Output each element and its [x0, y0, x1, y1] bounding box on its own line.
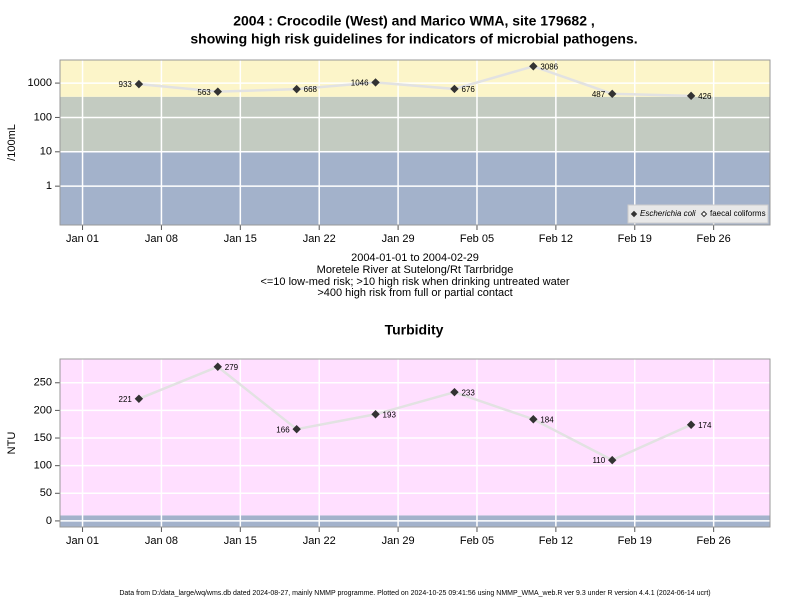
x-tick-label: Jan 22 [303, 535, 336, 547]
data-label: 193 [383, 410, 397, 419]
chart-title: Turbidity [385, 322, 444, 338]
y-tick-label: 250 [34, 377, 52, 389]
x-tick-label: Feb 12 [539, 535, 573, 547]
x-tick-label: Jan 15 [224, 233, 257, 245]
data-point [371, 410, 380, 419]
x-tick-label: Jan 29 [382, 233, 415, 245]
data-point [529, 62, 538, 71]
data-point [608, 455, 617, 465]
y-tick-label: 200 [34, 404, 52, 416]
data-point [213, 362, 222, 371]
note: >400 high risk from full or partial cont… [317, 287, 512, 299]
footer: Data from D:/data_large/wq/wms.db dated … [119, 590, 710, 597]
data-point [686, 420, 696, 429]
x-tick-label: Jan 08 [145, 233, 178, 245]
x-tick-label: Feb 26 [697, 233, 731, 245]
data-label: 676 [461, 85, 475, 94]
data-label: 110 [592, 456, 605, 465]
data-label: 221 [119, 395, 133, 404]
y-tick-label: 100 [34, 111, 52, 123]
data-label: 563 [197, 88, 211, 97]
y-tick-label: 0 [46, 515, 52, 527]
note: 2004-01-01 to 2004-02-29 [351, 252, 479, 264]
data-label: 233 [461, 388, 475, 397]
risk-band [60, 359, 770, 516]
data-point [529, 415, 538, 424]
data-label: 426 [698, 92, 712, 101]
chart-subtitle: showing high risk guidelines for indicat… [190, 31, 637, 47]
y-tick-label: 10 [40, 146, 52, 158]
legend-label: Escherichia coli [640, 209, 696, 218]
risk-band [60, 60, 770, 97]
series-line [138, 64, 692, 98]
note: Moretele River at Sutelong/Rt Tarrbridge [317, 264, 514, 276]
y-tick-label: 100 [34, 460, 52, 472]
data-label: 3086 [540, 62, 558, 71]
data-point [608, 89, 617, 99]
plot-frame [59, 59, 771, 226]
y-axis-label: /100mL [6, 124, 18, 161]
data-point [371, 78, 380, 87]
data-point [292, 424, 301, 434]
legend-box [627, 204, 769, 224]
legend-label: faecal coliforms [710, 209, 766, 218]
data-label: 279 [225, 363, 239, 372]
y-tick-label: 1000 [28, 77, 52, 89]
legend-marker [700, 210, 708, 218]
x-tick-label: Feb 26 [697, 535, 731, 547]
y-tick-label: 150 [34, 432, 52, 444]
data-label: 184 [540, 415, 554, 424]
x-tick-label: Jan 01 [66, 535, 99, 547]
data-point [450, 84, 459, 94]
x-tick-label: Jan 01 [66, 233, 99, 245]
x-tick-label: Jan 15 [224, 535, 257, 547]
data-label: 933 [119, 80, 133, 89]
data-label: 166 [276, 425, 290, 434]
chart-title: 2004 : Crocodile (West) and Marico WMA, … [233, 13, 595, 29]
x-tick-label: Feb 05 [460, 233, 494, 245]
data-label: 1046 [351, 79, 369, 88]
y-tick-label: 1 [46, 180, 52, 192]
plot-frame [59, 358, 771, 528]
data-label: 487 [592, 90, 606, 99]
data-point [292, 84, 301, 94]
x-tick-label: Feb 05 [460, 535, 494, 547]
x-tick-label: Jan 22 [303, 233, 336, 245]
x-tick-label: Feb 19 [618, 233, 652, 245]
data-point [134, 79, 144, 89]
risk-band [60, 96, 770, 152]
data-label: 668 [304, 85, 318, 94]
legend-marker [630, 210, 638, 218]
x-tick-label: Jan 29 [382, 535, 415, 547]
y-tick-label: 50 [40, 487, 52, 499]
data-point [450, 387, 459, 397]
data-point [213, 87, 222, 96]
note: <=10 low-med risk; >10 high risk when dr… [260, 276, 569, 288]
data-point [134, 394, 144, 403]
data-point [686, 91, 696, 101]
x-tick-label: Feb 19 [618, 535, 652, 547]
data-label: 174 [698, 421, 712, 430]
x-tick-label: Feb 12 [539, 233, 573, 245]
y-axis-label: NTU [6, 432, 18, 455]
x-tick-label: Jan 08 [145, 535, 178, 547]
series-line [138, 365, 692, 462]
